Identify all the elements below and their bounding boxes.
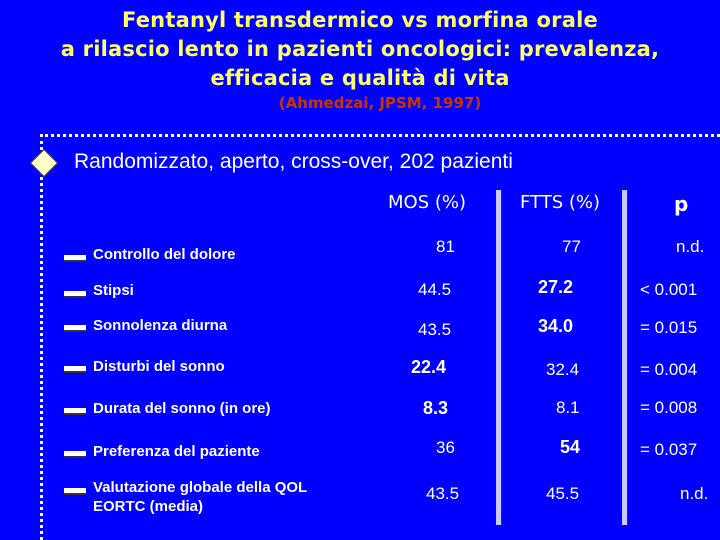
title-line-1: Fentanyl transdermico vs morfina orale [122,8,598,32]
ftts-value: 77 [562,237,581,256]
row-label: Valutazione globale della QOL EORTC (med… [93,479,307,515]
ftts-value: 34.0 [538,316,574,336]
ftts-value: 8.1 [556,398,580,417]
mos-value: 8.3 [423,398,449,418]
row-bullet-icon [64,366,86,373]
ftts-value: 27.2 [538,277,574,297]
column-header-mos: MOS (%) [388,192,466,213]
p-value: = 0.004 [640,360,698,379]
study-design-text: Randomizzato, aperto, cross-over, 202 pa… [74,150,513,173]
row-label: Sonnolenza diurna [93,317,228,334]
row-bullet-icon [64,488,86,495]
mos-value: 44.5 [418,280,452,299]
row-label: Preferenza del paziente [93,443,260,460]
mos-value: 36 [436,438,455,457]
ftts-value: 32.4 [546,360,580,379]
row-bullet-icon [64,291,86,298]
column-header-ftts: FTTS (%) [520,192,601,213]
row-bullet-icon [64,325,86,332]
ftts-value: 54 [560,437,581,457]
p-value: = 0.015 [640,318,698,337]
p-value: < 0.001 [640,280,698,299]
mos-value: 43.5 [418,320,452,339]
row-bullet-icon [64,255,86,262]
top-divider [40,134,720,137]
p-value: n.d. [676,237,705,256]
column-separator [622,190,628,525]
left-divider [40,134,43,540]
row-label: Disturbi del sonno [93,358,225,375]
row-bullet-icon [64,451,86,458]
ftts-value: 45.5 [546,484,580,503]
row-label: Stipsi [93,282,134,299]
p-value: = 0.037 [640,440,698,459]
title-line-3: efficacia e qualità di vita [210,66,510,90]
title-line-2: a rilascio lento in pazienti oncologici:… [60,37,660,61]
p-value: = 0.008 [640,398,698,417]
row-label: Controllo del dolore [93,246,236,263]
citation: (Ahmedzai, JPSM, 1997) [278,94,482,112]
slide-title: Fentanyl transdermico vs morfina orale a… [0,6,720,93]
column-separator [496,190,502,525]
p-value: n.d. [680,484,709,503]
mos-value: 22.4 [411,357,447,377]
mos-value: 81 [436,237,455,256]
diamond-bullet-icon [29,148,59,178]
column-header-p: p [674,192,689,216]
row-bullet-icon [64,408,86,415]
row-label: Durata del sonno (in ore) [93,400,271,417]
mos-value: 43.5 [426,484,460,503]
